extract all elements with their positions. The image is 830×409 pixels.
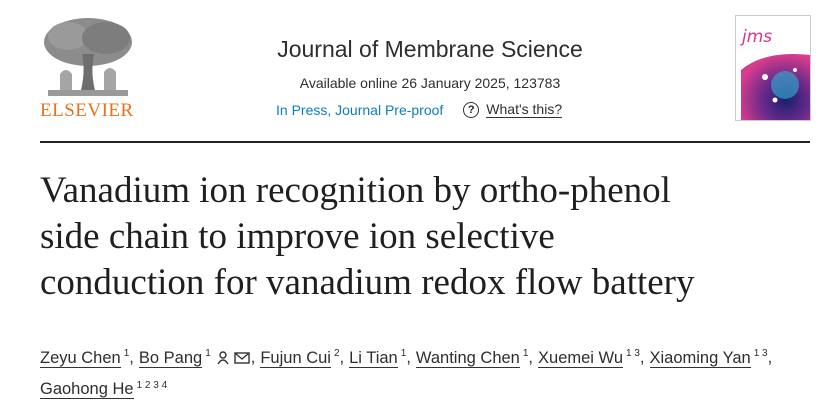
title-line: Vanadium ion recognition by ortho-phenol [40, 170, 671, 211]
contact-icons[interactable] [217, 350, 251, 365]
author-name[interactable]: Bo Pang [138, 348, 203, 368]
separator: , [528, 348, 534, 367]
author: Xuemei Wu 1 3, [538, 340, 645, 372]
affiliation: 1 [400, 348, 407, 359]
separator: , [767, 348, 773, 367]
author-name[interactable]: Gaohong He [40, 380, 134, 399]
publisher-name: ELSEVIER [40, 100, 134, 121]
help-link[interactable]: ? What's this? [463, 101, 563, 118]
separator: , [339, 348, 345, 367]
author: Zeyu Chen 1, [40, 340, 134, 372]
article-title: Vanadium ion recognition by ortho-phenol… [40, 168, 695, 306]
author: Xiaoming Yan 1 3, [649, 340, 773, 372]
affiliation: 2 [333, 348, 340, 359]
author-name[interactable]: Zeyu Chen [40, 348, 121, 368]
journal-name[interactable]: Journal of Membrane Science [277, 36, 583, 62]
author-name[interactable]: Li Tian [349, 348, 398, 368]
title-line: conduction for vanadium redox flow batte… [40, 262, 695, 303]
affiliation: 1 [205, 348, 211, 359]
author: Bo Pang 1, [138, 340, 256, 372]
affiliation: 1 3 [753, 348, 768, 359]
separator: , [406, 348, 411, 367]
help-icon: ? [463, 101, 480, 118]
status-row: In Press, Journal Pre-proof ? What's thi… [276, 101, 563, 118]
author: Fujun Cui 2, [260, 340, 344, 372]
title-line: side chain to improve ion selective [40, 216, 555, 257]
cover-logo: jms [742, 27, 773, 47]
help-text[interactable]: What's this? [486, 101, 563, 118]
author: Li Tian 1, [349, 340, 411, 372]
publisher-logo [38, 14, 134, 98]
affiliation: 1 3 [626, 348, 640, 359]
separator: , [250, 348, 256, 367]
author-name[interactable]: Xiaoming Yan [649, 348, 751, 368]
affiliation: 1 2 3 4 [136, 379, 168, 391]
author-list: Zeyu Chen 1, Bo Pang 1, Fujun Cui 2, Li Tian 1,… [40, 340, 800, 403]
status-link[interactable]: In Press, Journal Pre-proof [276, 101, 444, 118]
author: Wanting Chen 1, [415, 340, 534, 372]
divider [40, 141, 810, 143]
author-name[interactable]: Xuemei Wu [538, 348, 623, 368]
affiliation: 1 [123, 348, 130, 359]
author-name[interactable]: Wanting Chen [415, 348, 520, 368]
availability: Available online 26 January 2025, 123783 [299, 75, 561, 91]
separator: , [129, 348, 134, 367]
author-name[interactable]: Fujun Cui [260, 348, 331, 368]
affiliation: 1 [522, 348, 529, 359]
journal-cover[interactable] [735, 15, 811, 121]
separator: , [639, 348, 645, 367]
author: Gaohong He 1 2 3 4 [40, 372, 167, 404]
